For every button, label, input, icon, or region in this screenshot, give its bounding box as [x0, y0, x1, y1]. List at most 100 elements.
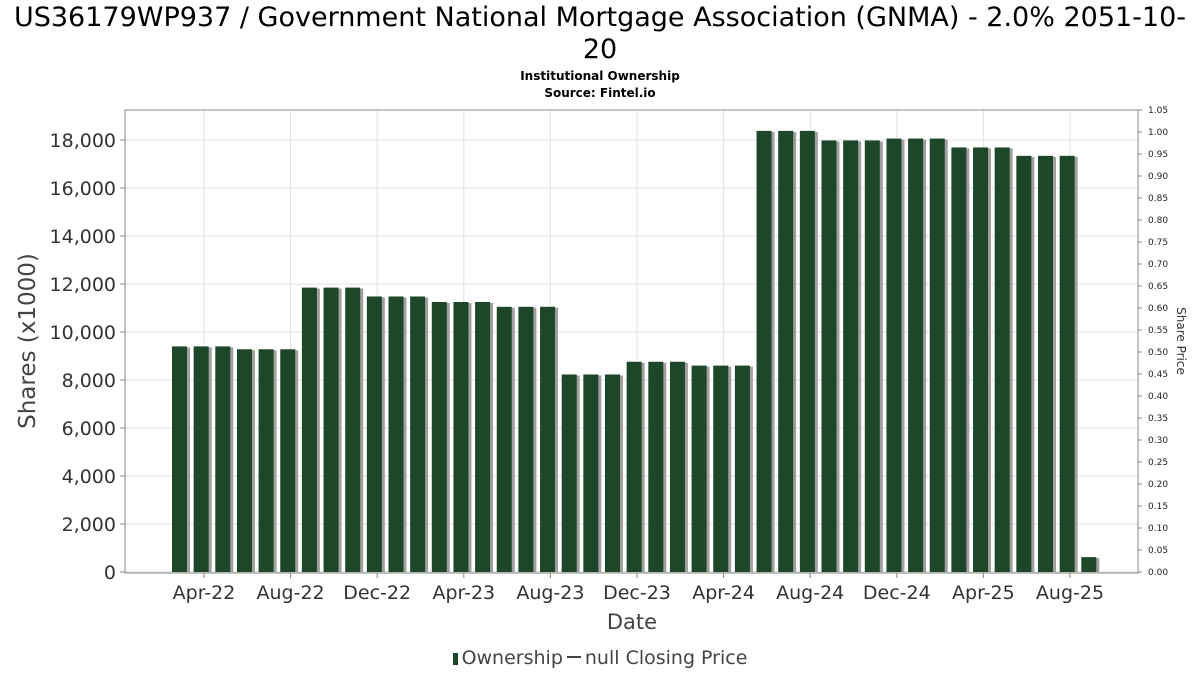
bar [951, 147, 967, 572]
x-tick-label: Aug-23 [516, 582, 584, 604]
bar [626, 361, 642, 572]
bar [431, 302, 447, 572]
bar [1081, 557, 1097, 572]
y2-tick-label: 0.95 [1148, 150, 1168, 160]
y2-tick-label: 0.55 [1148, 326, 1168, 336]
x-tick-label: Aug-25 [1036, 582, 1104, 604]
chart-subtitle-1: Institutional Ownership [520, 69, 680, 83]
y2-tick-label: 0.45 [1148, 370, 1168, 380]
bar [929, 138, 945, 572]
x-tick-label: Aug-24 [776, 582, 844, 604]
bar [496, 306, 512, 572]
bar [410, 296, 426, 572]
bar [908, 138, 924, 572]
y-tick-label: 16,000 [50, 178, 116, 200]
ownership-swatch-icon [452, 653, 458, 665]
y2-tick-label: 0.05 [1148, 546, 1168, 556]
y2-tick-label: 1.00 [1148, 128, 1168, 138]
y-tick-label: 12,000 [50, 274, 116, 296]
bar [605, 374, 620, 572]
bar [648, 361, 664, 572]
bar [778, 130, 794, 572]
bar [366, 296, 382, 572]
bar [756, 130, 772, 572]
price-line-icon [566, 656, 581, 658]
bar [540, 306, 556, 572]
y2-tick-label: 0.70 [1148, 260, 1168, 270]
bar [301, 287, 317, 572]
bar [821, 140, 837, 573]
y-tick-label: 10,000 [50, 322, 116, 344]
bar [583, 374, 599, 572]
plot-frame [124, 109, 1139, 574]
chart-title: US36179WP937 / Government National Mortg… [13, 2, 1187, 65]
bar [691, 365, 707, 572]
x-tick-label: Aug-22 [257, 582, 325, 604]
bar [388, 296, 404, 572]
bar [1038, 155, 1053, 572]
y2-tick-label: 0.80 [1148, 216, 1168, 226]
chart-subtitle-2: Source: Fintel.io [544, 86, 656, 100]
bar [172, 346, 187, 572]
y-tick-label: 2,000 [62, 514, 116, 536]
bar [561, 374, 577, 572]
y2-tick-label: 0.50 [1148, 348, 1168, 358]
bar [1016, 155, 1032, 572]
y-tick-label: 4,000 [62, 466, 116, 488]
x-tick-label: Apr-24 [692, 582, 755, 604]
bar [258, 349, 274, 572]
y-tick-label: 8,000 [62, 370, 116, 392]
bar [843, 140, 859, 573]
y-tick-label: 18,000 [50, 130, 116, 152]
x-axis: Apr-22 Aug-22 Dec-22 Apr-23 Aug-23 Dec-23 Apr-… [173, 573, 1104, 604]
y2-tick-label: 0.40 [1148, 392, 1168, 402]
x-tick-label: Dec-24 [863, 582, 931, 604]
bar [864, 140, 880, 573]
y2-tick-label: 0.90 [1148, 172, 1168, 182]
y2-tick-label: 0.85 [1148, 194, 1168, 204]
bar [734, 365, 750, 572]
x-tick-label: Apr-25 [952, 582, 1015, 604]
bar [193, 346, 209, 572]
bar [323, 287, 339, 572]
y2-tick-label: 0.20 [1148, 480, 1168, 490]
y2-axis-label: Share Price [1174, 307, 1188, 375]
y2-tick-label: 0.25 [1148, 458, 1168, 468]
y2-tick-label: 0.60 [1148, 304, 1168, 314]
legend-price-label: null Closing Price [584, 647, 748, 669]
bar [799, 130, 815, 572]
x-tick-label: Dec-23 [603, 582, 671, 604]
y2-tick-label: 0.65 [1148, 282, 1168, 292]
y2-tick-label: 0.00 [1148, 568, 1168, 578]
bar [236, 349, 252, 572]
bar [518, 306, 534, 572]
y-tick-label: 14,000 [50, 226, 116, 248]
legend: Ownership null Closing Price [0, 647, 1200, 669]
bar [453, 302, 469, 572]
y2-tick-label: 0.10 [1148, 524, 1168, 534]
x-axis-label: Date [607, 610, 657, 634]
bar [994, 147, 1010, 572]
bar [973, 147, 989, 572]
y2-tick-label: 1.05 [1148, 106, 1168, 116]
y-tick-label: 6,000 [62, 418, 116, 440]
y-tick-label: 0 [104, 562, 116, 584]
y2-tick-label: 0.35 [1148, 414, 1168, 424]
bar [345, 287, 361, 572]
bar [215, 346, 231, 572]
x-tick-label: Apr-23 [432, 582, 495, 604]
y-axis-label: Shares (x1000) [15, 253, 41, 429]
bar [669, 361, 685, 572]
y2-tick-label: 0.15 [1148, 502, 1168, 512]
bars-group [172, 130, 1100, 573]
y2-tick-label: 0.75 [1148, 238, 1168, 248]
x-tick-label: Apr-22 [173, 582, 236, 604]
y2-tick-label: 0.30 [1148, 436, 1168, 446]
y-axis: 0 2,000 4,000 6,000 8,000 10,000 12,000 14,000 1… [50, 130, 125, 584]
x-tick-label: Dec-22 [343, 582, 411, 604]
bar [475, 302, 491, 572]
bar [886, 138, 902, 572]
bar [713, 365, 729, 572]
y2-axis: 0.00 0.05 0.10 0.15 0.20 0.25 0.30 0.35 0.40 0.45… [1138, 106, 1168, 578]
